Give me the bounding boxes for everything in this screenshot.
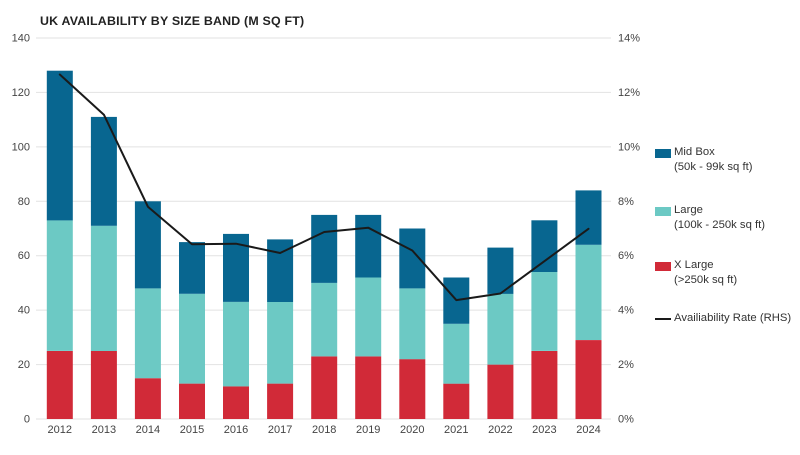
svg-text:120: 120 — [12, 87, 30, 99]
svg-text:2023: 2023 — [532, 424, 556, 436]
svg-text:2016: 2016 — [224, 424, 248, 436]
svg-text:6%: 6% — [618, 250, 634, 262]
svg-text:2019: 2019 — [356, 424, 380, 436]
svg-text:2020: 2020 — [400, 424, 424, 436]
svg-text:20: 20 — [18, 359, 30, 371]
svg-text:2013: 2013 — [92, 424, 116, 436]
svg-text:2015: 2015 — [180, 424, 204, 436]
svg-text:2012: 2012 — [48, 424, 72, 436]
svg-text:140: 140 — [12, 33, 30, 45]
svg-text:2022: 2022 — [488, 424, 512, 436]
svg-text:10%: 10% — [618, 141, 640, 153]
svg-text:0: 0 — [24, 414, 30, 426]
svg-text:2%: 2% — [618, 359, 634, 371]
svg-text:40: 40 — [18, 305, 30, 317]
svg-text:14%: 14% — [618, 33, 640, 45]
svg-text:2014: 2014 — [136, 424, 160, 436]
svg-text:60: 60 — [18, 250, 30, 262]
svg-text:4%: 4% — [618, 305, 634, 317]
svg-text:2021: 2021 — [444, 424, 468, 436]
svg-text:8%: 8% — [618, 196, 634, 208]
svg-text:0%: 0% — [618, 414, 634, 426]
svg-text:2017: 2017 — [268, 424, 292, 436]
svg-text:12%: 12% — [618, 87, 640, 99]
svg-text:80: 80 — [18, 196, 30, 208]
svg-text:2018: 2018 — [312, 424, 336, 436]
svg-text:2024: 2024 — [576, 424, 600, 436]
svg-text:100: 100 — [12, 141, 30, 153]
